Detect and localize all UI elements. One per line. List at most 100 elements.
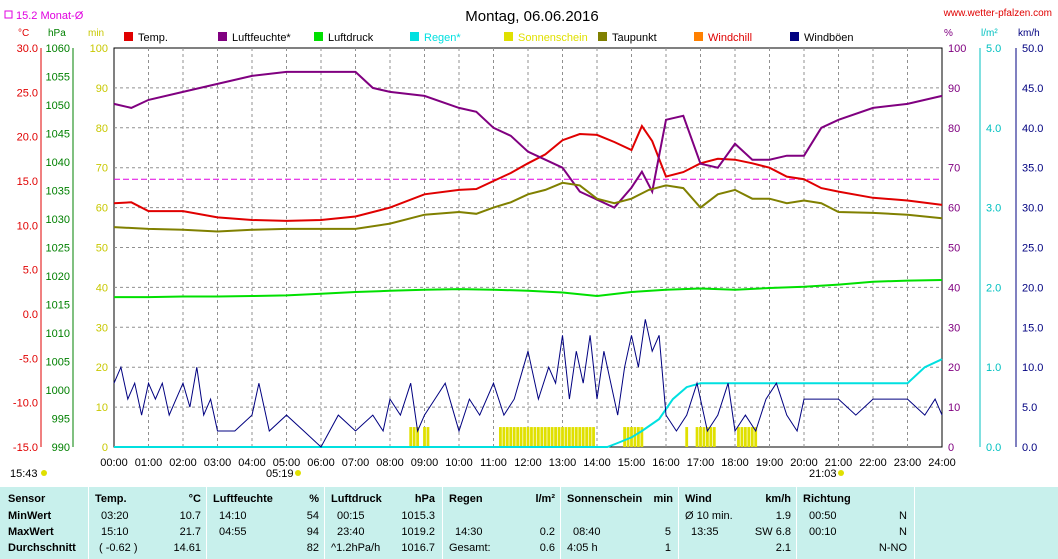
legend-swatch-windchill — [694, 32, 703, 41]
tick-label-rain: 3.0 — [986, 203, 1001, 215]
series-line-pressure — [114, 279, 943, 299]
dir-min-value: N — [899, 510, 907, 522]
tick-label-humidity: 10 — [948, 402, 960, 414]
chart-title: Montag, 06.06.2016 — [465, 8, 598, 25]
unit-hum: % — [944, 28, 953, 39]
sunshine-bar — [412, 427, 416, 447]
sunshine-bar — [512, 427, 516, 447]
stats-header-sun: Sonnenschein — [567, 493, 643, 505]
tick-label-wind: 25.0 — [1022, 243, 1043, 255]
sunshine-bar — [592, 427, 595, 447]
tick-label-pressure: 1015 — [46, 300, 70, 312]
sunshine-bar — [750, 427, 754, 447]
unit-min: min — [88, 28, 104, 39]
site-link[interactable]: www.wetter-pfalzen.com — [943, 8, 1052, 19]
series-lines — [113, 70, 943, 448]
tick-label-pressure: 1030 — [46, 214, 70, 226]
x-tick-label: 09:00 — [411, 457, 439, 469]
tick-label-temp: 30.0 — [17, 43, 38, 55]
tick-label-wind: 30.0 — [1022, 203, 1043, 215]
legend-label-humidity: Luftfeuchte* — [232, 32, 291, 44]
tick-label-sun_min: 50 — [96, 243, 108, 255]
tick-label-wind: 45.0 — [1022, 83, 1043, 95]
tick-label-pressure: 1055 — [46, 72, 70, 84]
tick-label-wind: 40.0 — [1022, 123, 1043, 135]
sunshine-bar — [588, 427, 592, 447]
stats-header-press: Luftdruck — [331, 493, 382, 505]
row-label-max: MaxWert — [8, 526, 54, 538]
sunshine-bar — [637, 427, 640, 447]
tick-label-wind: 50.0 — [1022, 43, 1043, 55]
dir-avg-value: N-NO — [878, 542, 907, 554]
stats-header-hum-unit: % — [309, 493, 319, 505]
tick-label-rain: 0.0 — [986, 442, 1001, 454]
x-tick-label: 16:00 — [652, 457, 680, 469]
series-line-humidity — [113, 70, 943, 209]
sunshine-bar — [626, 427, 630, 447]
x-tick-label: 15:00 — [618, 457, 646, 469]
tick-label-wind: 20.0 — [1022, 282, 1043, 294]
temp-max-value: 21.7 — [179, 526, 201, 538]
tick-label-wind: 5.0 — [1022, 402, 1037, 414]
hum-max-time: 04:55 — [219, 526, 247, 538]
sunrise-icon — [295, 470, 301, 476]
temp-min-value: 10.7 — [179, 510, 201, 522]
temp-avg-trend: ( -0.62 ) — [99, 542, 138, 554]
tick-label-temp: 25.0 — [17, 87, 38, 99]
wind-max-value: SW 6.8 — [754, 526, 791, 538]
sunshine-bar — [561, 427, 564, 447]
legend-label-windchill: Windchill — [708, 32, 752, 44]
tick-label-sun_min: 90 — [96, 83, 108, 95]
sunshine-bar — [578, 427, 582, 447]
x-tick-label: 21:00 — [825, 457, 853, 469]
axes: 30.0 25.0 20.0 15.0 10.0 5.0 0.0 -5.0 -10.0 -15.0… — [13, 43, 1044, 469]
tick-label-rain: 2.0 — [986, 282, 1001, 294]
tick-label-wind: 15.0 — [1022, 322, 1043, 334]
sunrise-time: 05:19 — [266, 468, 294, 480]
row-label-min: MinWert — [8, 510, 52, 522]
sunshine-bar — [519, 427, 523, 447]
sunshine-bar — [568, 427, 571, 447]
x-tick-label: 24:00 — [928, 457, 956, 469]
x-tick-label: 04:00 — [238, 457, 266, 469]
stats-col-direction: Richtung 00:50 N 00:10 N N-NO — [796, 487, 915, 559]
dir-max-value: N — [899, 526, 907, 538]
legend-label-sunshine: Sonnenschein — [518, 32, 588, 44]
sunshine-bar — [533, 427, 537, 447]
wind-min-label: Ø 10 min. — [685, 510, 733, 522]
stats-header-temp-unit: °C — [188, 493, 201, 505]
x-tick-label: 22:00 — [859, 457, 887, 469]
sunshine-bar — [585, 427, 589, 447]
tick-label-humidity: 60 — [948, 203, 960, 215]
series-line-temp — [113, 123, 943, 222]
rain-max-time: 14:30 — [455, 526, 483, 538]
tick-label-pressure: 1005 — [46, 357, 70, 369]
sunshine-bar — [547, 427, 551, 447]
unit-wind: km/h — [1018, 28, 1040, 39]
sunshine-bar — [557, 427, 561, 447]
tick-label-pressure: 995 — [52, 414, 70, 426]
stats-col-pressure: Luftdruck hPa 00:15 1015.3 23:40 1019.2 … — [324, 487, 443, 559]
sunshine-bar — [540, 427, 544, 447]
press-max-value: 1019.2 — [401, 526, 435, 538]
tick-label-pressure: 1040 — [46, 157, 70, 169]
tick-label-sun_min: 0 — [102, 442, 108, 454]
sunshine-bar — [574, 427, 578, 447]
x-tick-label: 07:00 — [342, 457, 370, 469]
tick-label-sun_min: 20 — [96, 362, 108, 374]
tick-label-temp: 20.0 — [17, 132, 38, 144]
dir-min-time: 00:50 — [809, 510, 837, 522]
tick-label-rain: 4.0 — [986, 123, 1001, 135]
tick-label-pressure: 1000 — [46, 385, 70, 397]
x-tick-label: 10:00 — [445, 457, 473, 469]
sunset-icon — [838, 470, 844, 476]
x-tick-label: 23:00 — [894, 457, 922, 469]
stats-header-wind-unit: km/h — [765, 493, 791, 505]
x-tick-label: 00:00 — [100, 457, 128, 469]
row-label-avg: Durchschnitt — [8, 542, 76, 554]
sunshine-bar — [523, 427, 526, 447]
wind-avg-value: 2.1 — [775, 542, 791, 554]
stats-col-empty — [914, 487, 1058, 559]
x-tick-label: 20:00 — [790, 457, 818, 469]
